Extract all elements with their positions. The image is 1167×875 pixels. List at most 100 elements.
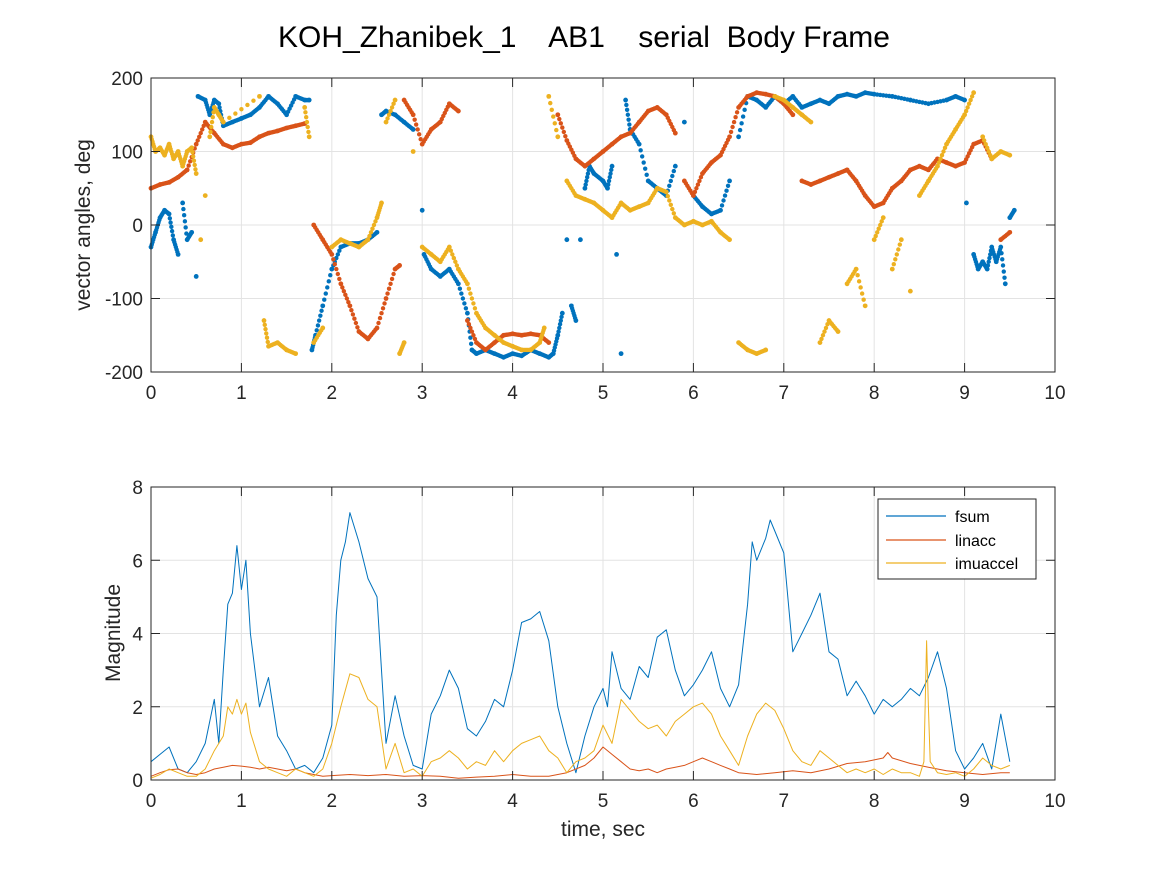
angles-point	[558, 318, 564, 323]
angles-point	[262, 322, 267, 328]
angles-point	[670, 206, 675, 212]
angles-point	[988, 252, 993, 257]
angles-point	[193, 274, 199, 279]
angles-point	[340, 285, 345, 290]
angles-point	[727, 237, 732, 243]
angles-point	[472, 336, 478, 342]
angles-point	[193, 171, 199, 176]
angles-point	[168, 220, 173, 225]
angles-point	[965, 105, 970, 110]
angles-point	[624, 107, 630, 113]
angles-point	[941, 149, 946, 154]
angles-point	[718, 207, 723, 213]
angles-point	[742, 107, 747, 113]
angles-point	[861, 297, 866, 302]
angles-point	[331, 257, 336, 262]
angles-point	[469, 329, 475, 334]
angles-point	[192, 162, 197, 168]
angles-point	[455, 108, 461, 114]
angles-point	[261, 318, 267, 323]
angles-point	[383, 296, 389, 301]
angles-point	[891, 262, 896, 267]
magnitude-x-tick-label: 5	[598, 791, 609, 812]
angles-point	[573, 318, 579, 323]
angles-point	[1007, 229, 1013, 235]
angles-point	[560, 125, 565, 130]
angles-point	[984, 266, 990, 272]
angles-point	[455, 281, 461, 287]
angles-point	[382, 301, 387, 306]
angles-point	[862, 303, 868, 309]
angles-point	[193, 141, 199, 147]
angles-point	[353, 320, 359, 326]
magnitude-series-linacc	[150, 746, 1010, 779]
angles-point	[388, 108, 393, 114]
angles-point	[583, 182, 588, 187]
angles-point	[1001, 269, 1006, 274]
angles-point	[419, 207, 425, 213]
angles-point	[463, 306, 469, 311]
angles-y-tick-label: 100	[111, 143, 143, 164]
angles-point	[257, 93, 262, 99]
angles-point	[239, 107, 244, 112]
angles-point	[418, 137, 423, 142]
angles-point	[672, 130, 678, 136]
angles-point	[667, 198, 672, 203]
angles-point	[315, 323, 321, 328]
angles-point	[1000, 263, 1006, 268]
angles-point	[391, 271, 396, 277]
angles-point	[193, 167, 198, 172]
angles-point	[264, 331, 269, 336]
angles-point	[557, 116, 562, 122]
angles-point	[985, 145, 990, 151]
angles-point	[609, 163, 615, 169]
angles-point	[695, 182, 701, 187]
angles-series-2	[148, 90, 1013, 357]
angles-point	[415, 127, 420, 132]
angles-point	[210, 115, 215, 120]
angles-point	[465, 318, 470, 323]
angles-point	[1000, 257, 1005, 262]
angles-point	[808, 119, 814, 125]
angles-point	[966, 101, 972, 106]
angles-x-tick-label: 0	[146, 383, 157, 404]
angles-point	[856, 279, 862, 284]
angles-point	[386, 286, 392, 291]
angles-point	[198, 130, 203, 136]
magnitude-y-ticks: 0 2 4 6 8	[132, 478, 1055, 792]
angles-point	[694, 186, 699, 191]
angles-point	[876, 226, 881, 231]
angles-point	[724, 188, 729, 193]
angles-point	[639, 154, 645, 159]
angles-point	[220, 119, 226, 125]
angles-point	[346, 299, 351, 305]
angles-point	[181, 206, 186, 212]
angles-x-tick-label: 4	[507, 383, 518, 404]
angles-point	[556, 329, 561, 334]
angles-subplot: 0 1 2 3 4 5 6 7 8 9 10 -200 -100 0 100 200 vector angl…	[72, 69, 1066, 404]
angles-point	[962, 97, 967, 103]
magnitude-x-tick-label: 8	[869, 791, 880, 812]
angles-point	[578, 237, 583, 243]
angles-point	[584, 178, 589, 184]
angles-point	[175, 252, 181, 257]
magnitude-x-tick-label: 1	[236, 791, 247, 812]
angles-point	[898, 237, 904, 243]
angles-point	[790, 112, 796, 118]
angles-point	[968, 97, 973, 103]
angles-point	[329, 252, 335, 257]
angles-point	[820, 333, 826, 338]
magnitude-x-tick-label: 6	[688, 791, 699, 812]
angles-point	[855, 273, 860, 278]
angles-point	[263, 326, 268, 332]
angles-point	[466, 322, 472, 327]
angles-point	[448, 248, 454, 253]
angles-point	[328, 273, 333, 278]
angles-point	[558, 121, 564, 126]
angles-point	[555, 332, 561, 338]
angles-point	[305, 124, 310, 130]
angles-point	[725, 183, 731, 188]
angles-point	[349, 307, 354, 313]
angles-point	[559, 310, 565, 316]
angles-point	[730, 124, 735, 130]
